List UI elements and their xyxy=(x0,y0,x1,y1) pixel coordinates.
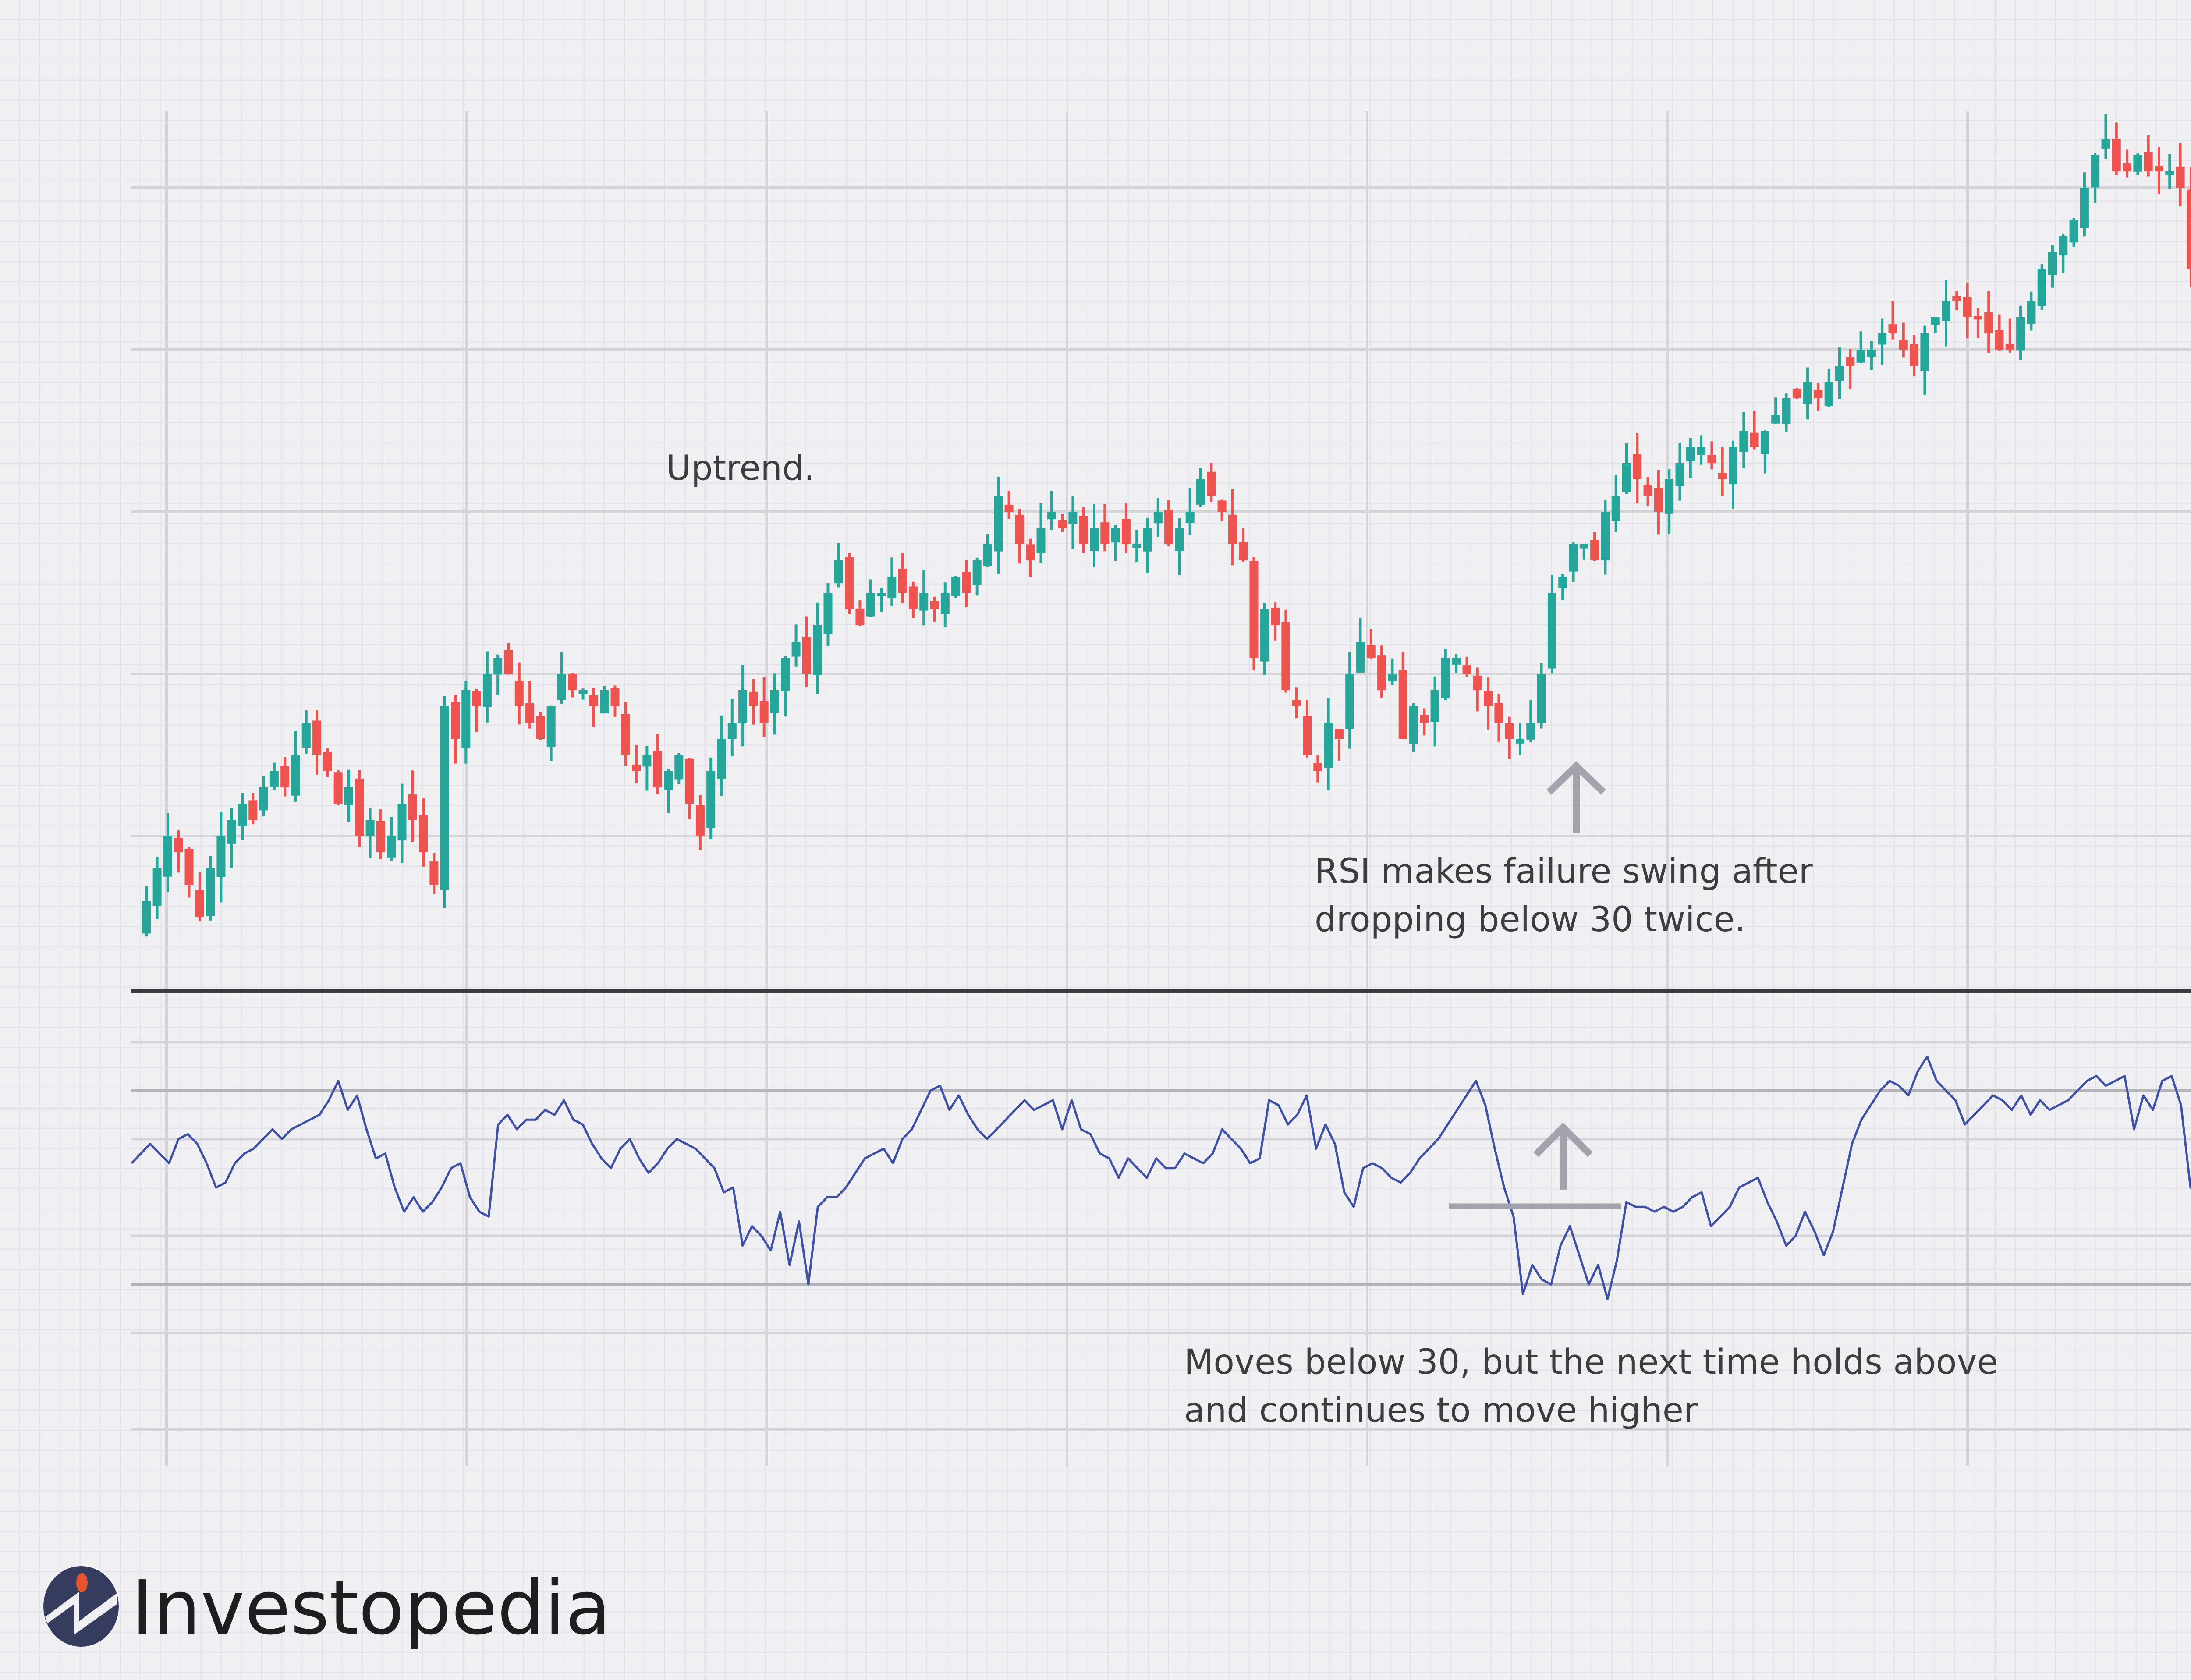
rsi-failure-annotation-line2: dropping below 30 twice. xyxy=(1315,900,1745,939)
price-candlesticks xyxy=(142,114,2191,937)
arrow-up-icon xyxy=(1533,1122,1593,1190)
investopedia-logo: Investopedia xyxy=(43,1565,611,1652)
uptrend-annotation: Uptrend. xyxy=(666,449,815,488)
arrow-up-icon xyxy=(1546,761,1606,833)
moves-below-annotation-line2: and continues to move higher xyxy=(1184,1391,1698,1430)
investopedia-logo-icon xyxy=(43,1566,119,1647)
rsi-line xyxy=(131,1055,2191,1300)
moves-below-annotation-line1: Moves below 30, but the next time holds … xyxy=(1184,1343,1998,1382)
rsi-level-lines xyxy=(131,1089,2191,1286)
rsi-failure-annotation-line1: RSI makes failure swing after xyxy=(1315,852,1813,891)
investopedia-wordmark: Investopedia xyxy=(131,1565,611,1652)
